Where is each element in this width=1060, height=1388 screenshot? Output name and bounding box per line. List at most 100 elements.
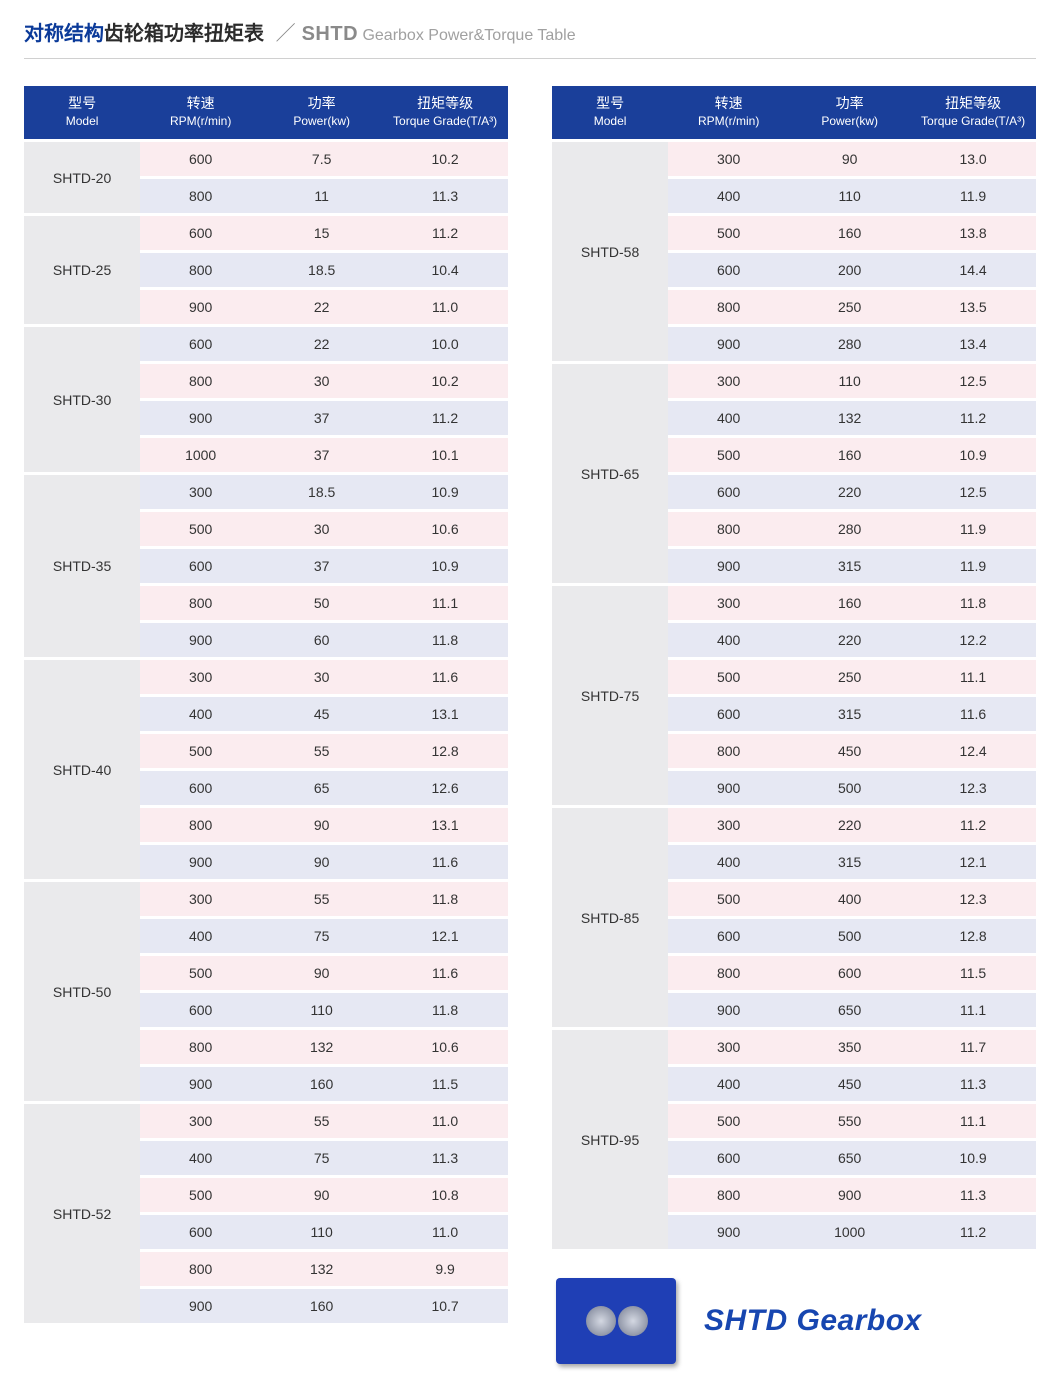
cell-rpm: 500 — [140, 734, 261, 768]
cell-tq: 11.0 — [382, 1215, 508, 1249]
cell-pw: 90 — [261, 956, 382, 990]
cell-tq: 11.0 — [382, 290, 508, 324]
cell-tq: 11.5 — [382, 1067, 508, 1101]
cell-pw: 60 — [261, 623, 382, 657]
cell-tq: 9.9 — [382, 1252, 508, 1286]
right-table: 型号Model转速RPM(r/min)功率Power(kw)扭矩等级Torque… — [552, 83, 1036, 1252]
cell-rpm: 300 — [668, 1030, 789, 1064]
cell-pw: 30 — [261, 660, 382, 694]
cell-rpm: 800 — [140, 1252, 261, 1286]
model-cell: SHTD-95 — [552, 1030, 668, 1249]
cell-pw: 1000 — [789, 1215, 910, 1249]
cell-tq: 10.8 — [382, 1178, 508, 1212]
cell-pw: 220 — [789, 475, 910, 509]
cell-rpm: 600 — [668, 919, 789, 953]
cell-rpm: 300 — [668, 808, 789, 842]
cell-rpm: 800 — [140, 364, 261, 398]
cell-pw: 90 — [789, 142, 910, 176]
header-rpm: 转速RPM(r/min) — [140, 86, 261, 139]
cell-tq: 11.8 — [382, 623, 508, 657]
cell-rpm: 800 — [668, 512, 789, 546]
header-torque: 扭矩等级Torque Grade(T/A³) — [382, 86, 508, 139]
cell-tq: 10.4 — [382, 253, 508, 287]
table-row: SHTD-8530022011.2 — [552, 808, 1036, 842]
cell-pw: 22 — [261, 327, 382, 361]
cell-tq: 12.1 — [910, 845, 1036, 879]
right-table-column: 型号Model转速RPM(r/min)功率Power(kw)扭矩等级Torque… — [552, 83, 1036, 1368]
model-group: SHTD-523005511.04007511.35009010.8600110… — [24, 1104, 508, 1323]
cell-tq: 11.1 — [910, 660, 1036, 694]
cell-tq: 12.8 — [382, 734, 508, 768]
gearbox-image — [556, 1278, 676, 1364]
table-row: SHTD-306002210.0 — [24, 327, 508, 361]
cell-pw: 220 — [789, 623, 910, 657]
cell-pw: 90 — [261, 845, 382, 879]
cell-rpm: 1000 — [140, 438, 261, 472]
cell-rpm: 600 — [668, 475, 789, 509]
cell-tq: 11.9 — [910, 179, 1036, 213]
model-cell: SHTD-75 — [552, 586, 668, 805]
cell-tq: 11.2 — [910, 808, 1036, 842]
cell-rpm: 600 — [140, 771, 261, 805]
cell-rpm: 400 — [140, 919, 261, 953]
cell-rpm: 900 — [668, 993, 789, 1027]
cell-rpm: 900 — [140, 845, 261, 879]
cell-rpm: 900 — [668, 549, 789, 583]
model-group: SHTD-3530018.510.95003010.66003710.98005… — [24, 475, 508, 657]
cell-tq: 13.8 — [910, 216, 1036, 250]
cell-tq: 11.5 — [910, 956, 1036, 990]
cell-tq: 11.1 — [382, 586, 508, 620]
cell-tq: 11.3 — [382, 1141, 508, 1175]
cell-pw: 110 — [789, 364, 910, 398]
cell-pw: 15 — [261, 216, 382, 250]
table-row: SHTD-403003011.6 — [24, 660, 508, 694]
page-title: 对称结构齿轮箱功率扭矩表 ／SHTD Gearbox Power&Torque … — [24, 20, 1036, 59]
cell-pw: 500 — [789, 919, 910, 953]
title-cn-black: 齿轮箱功率扭矩表 — [104, 23, 264, 45]
cell-pw: 37 — [261, 401, 382, 435]
table-row: SHTD-503005511.8 — [24, 882, 508, 916]
cell-rpm: 600 — [668, 1141, 789, 1175]
cell-rpm: 600 — [668, 253, 789, 287]
cell-pw: 18.5 — [261, 253, 382, 287]
cell-rpm: 400 — [668, 179, 789, 213]
cell-tq: 12.5 — [910, 364, 1036, 398]
model-group: SHTD-403003011.64004513.15005512.8600651… — [24, 660, 508, 879]
left-table-column: 型号Model转速RPM(r/min)功率Power(kw)扭矩等级Torque… — [24, 83, 508, 1368]
cell-pw: 45 — [261, 697, 382, 731]
cell-tq: 12.4 — [910, 734, 1036, 768]
cell-pw: 900 — [789, 1178, 910, 1212]
header-rpm: 转速RPM(r/min) — [668, 86, 789, 139]
cell-tq: 12.8 — [910, 919, 1036, 953]
cell-pw: 315 — [789, 697, 910, 731]
cell-rpm: 900 — [140, 623, 261, 657]
cell-pw: 600 — [789, 956, 910, 990]
model-group: SHTD-6530011012.540013211.250016010.9600… — [552, 364, 1036, 583]
cell-pw: 30 — [261, 364, 382, 398]
model-cell: SHTD-58 — [552, 142, 668, 361]
cell-rpm: 500 — [140, 956, 261, 990]
cell-tq: 11.9 — [910, 512, 1036, 546]
cell-pw: 650 — [789, 1141, 910, 1175]
table-row: SHTD-7530016011.8 — [552, 586, 1036, 620]
cell-pw: 18.5 — [261, 475, 382, 509]
cell-pw: 250 — [789, 290, 910, 324]
cell-pw: 110 — [261, 1215, 382, 1249]
table-row: SHTD-9530035011.7 — [552, 1030, 1036, 1064]
cell-tq: 10.2 — [382, 142, 508, 176]
header-model: 型号Model — [24, 86, 140, 139]
cell-pw: 11 — [261, 179, 382, 213]
cell-tq: 12.1 — [382, 919, 508, 953]
cell-pw: 160 — [789, 216, 910, 250]
cell-rpm: 500 — [668, 438, 789, 472]
cell-rpm: 300 — [668, 142, 789, 176]
cell-tq: 11.6 — [382, 845, 508, 879]
cell-rpm: 800 — [668, 734, 789, 768]
cell-pw: 160 — [789, 586, 910, 620]
cell-rpm: 900 — [140, 1067, 261, 1101]
cell-pw: 200 — [789, 253, 910, 287]
cell-pw: 650 — [789, 993, 910, 1027]
cell-tq: 10.0 — [382, 327, 508, 361]
header-power: 功率Power(kw) — [789, 86, 910, 139]
cell-pw: 132 — [261, 1252, 382, 1286]
